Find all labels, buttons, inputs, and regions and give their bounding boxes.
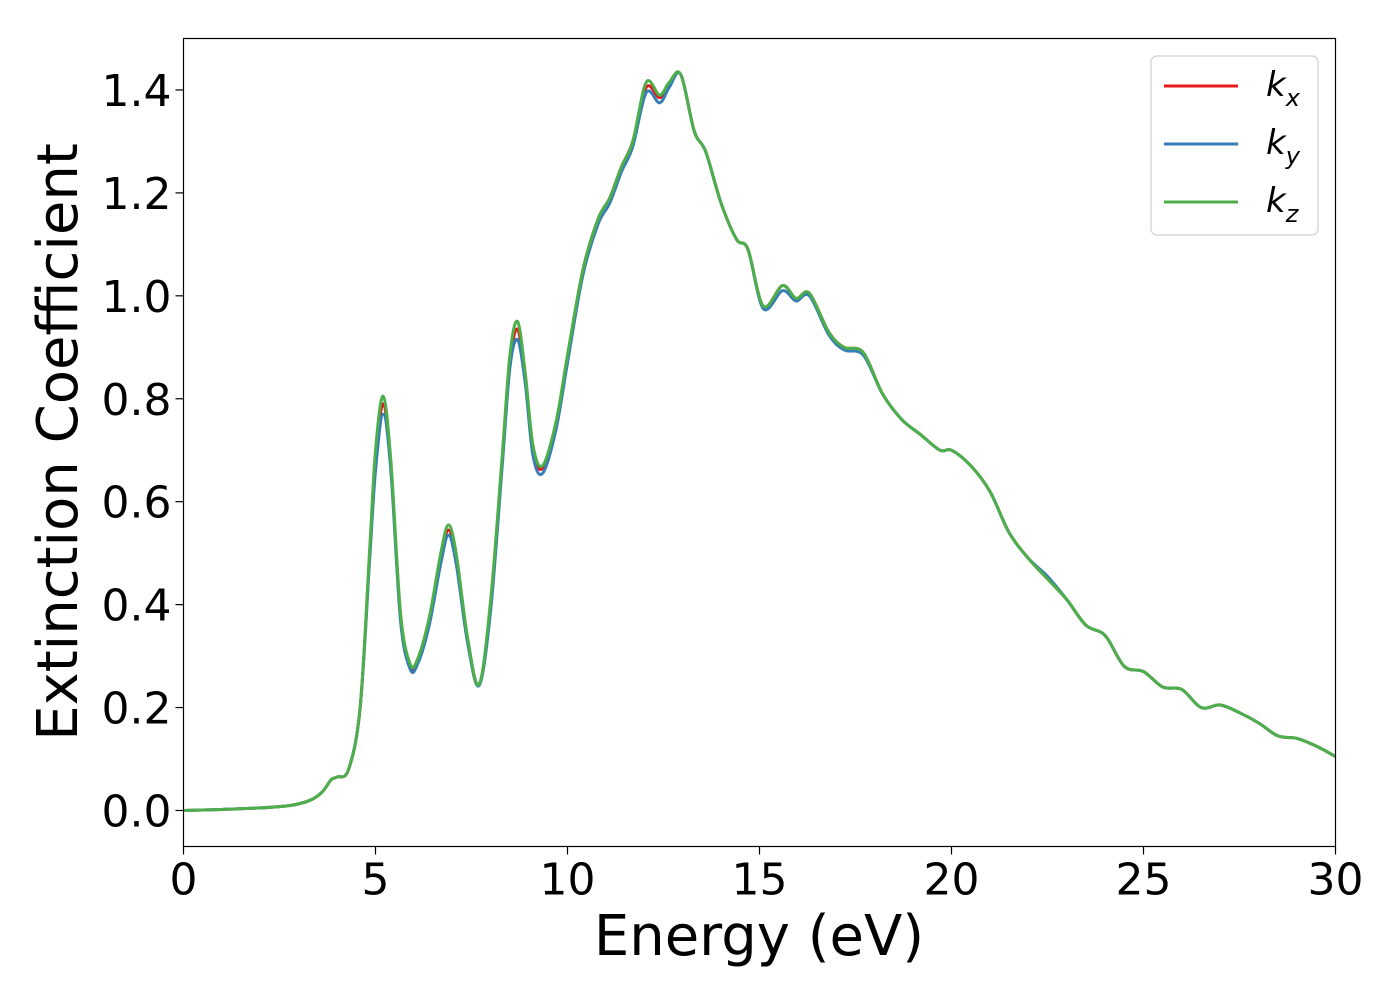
legend-label-subscript: x [1285,84,1301,112]
legend-label-main: k [1266,181,1287,221]
x-axis-title: Energy (eV) [594,904,924,969]
legend-label-main: k [1266,65,1287,105]
y-tick-label: 1.4 [102,66,172,117]
legend-label-k_x: kx [1266,65,1301,112]
y-axis: 0.0 0.2 0.4 0.6 0.8 1.0 1.2 1.4 [102,66,184,837]
x-tick-label: 10 [540,855,596,906]
x-tick-label: 0 [170,855,198,906]
y-tick-label: 0.8 [102,375,172,426]
y-tick-label: 1.0 [102,272,172,323]
x-tick-label: 20 [924,855,980,906]
legend-label-subscript: y [1285,142,1301,170]
x-tick-label: 30 [1308,855,1364,906]
series-layer [183,70,1337,812]
series-line-k_z [183,70,1337,812]
x-tick-label: 5 [362,855,390,906]
y-tick-label: 1.2 [102,169,172,220]
legend-label-subscript: z [1285,200,1300,228]
x-tick-label: 15 [732,855,788,906]
x-axis: 0 5 10 15 20 25 30 [170,846,1364,906]
y-tick-label: 0.0 [102,786,172,837]
y-tick-label: 0.4 [102,581,172,632]
legend-label-main: k [1266,123,1287,163]
y-tick-label: 0.6 [102,478,172,529]
legend-label-k_z: kz [1266,181,1300,228]
x-tick-label: 25 [1116,855,1172,906]
legend-label-k_y: ky [1266,123,1301,170]
y-tick-label: 0.2 [102,684,172,735]
y-axis-title: Extinction Coefficient [26,143,91,741]
